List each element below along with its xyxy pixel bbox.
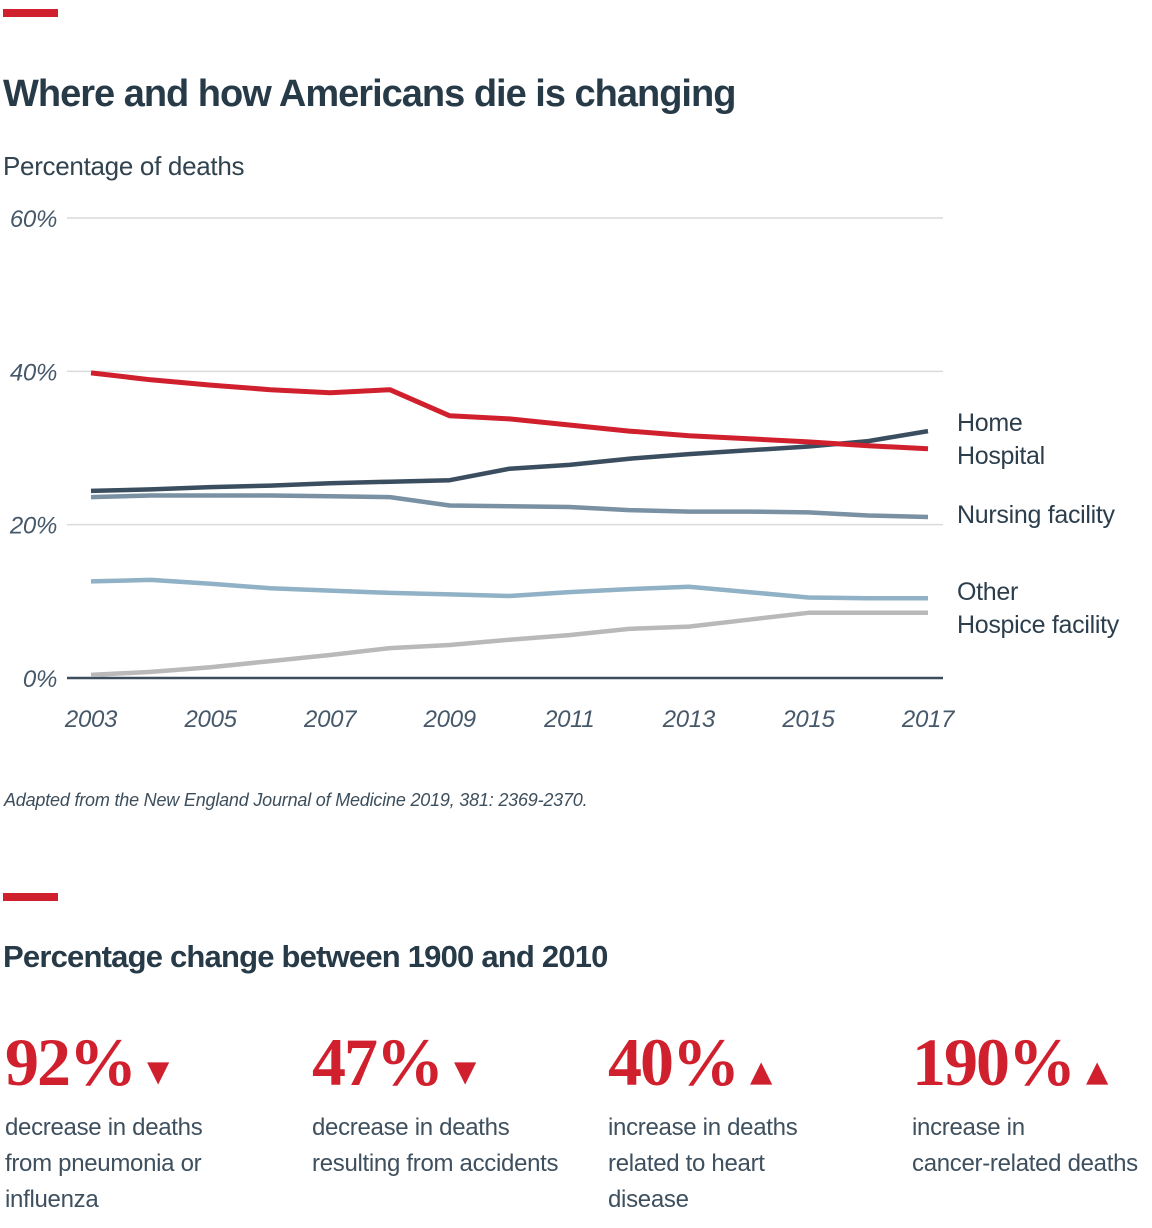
page-title: Where and how Americans die is changing <box>3 73 736 115</box>
stat-description: decrease in deaths resulting from accide… <box>312 1114 559 1177</box>
stat-cancer: 190% ▲ increase in cancer-related deaths <box>912 1028 1152 1177</box>
stat-description: increase in deaths related to heart dise… <box>608 1114 798 1213</box>
up-triangle-icon: ▲ <box>1086 1054 1109 1088</box>
accent-dash <box>3 9 58 17</box>
stat-value: 92% <box>5 1024 137 1100</box>
x-tick-label-2017: 2017 <box>901 706 956 733</box>
series-line-home <box>90 428 929 494</box>
y-tick-label-60: 60% <box>10 206 57 233</box>
legend-hospital: Hospital <box>957 442 1045 470</box>
stat-value-row: 40% ▲ <box>608 1028 893 1096</box>
stat-value-row: 190% ▲ <box>912 1028 1152 1096</box>
x-tick-label-2013: 2013 <box>662 706 716 733</box>
x-tick-label-2005: 2005 <box>183 706 237 733</box>
legend-home: Home <box>957 409 1023 437</box>
stat-heart-disease: 40% ▲ increase in deaths related to heart… <box>608 1028 893 1213</box>
y-tick-label-20: 20% <box>9 513 57 540</box>
source-note: Adapted from the New England Journal of … <box>4 790 588 810</box>
stat-accidents: 47% ▼ decrease in deaths resulting from a… <box>312 1028 597 1177</box>
series-line-hospice-facility <box>90 610 928 678</box>
stat-value: 47% <box>312 1024 444 1100</box>
line-chart: 0% 20% 40% 60% 2003 2005 2007 2009 2011 2013 2015 2… <box>9 206 956 733</box>
stat-value-row: 92% ▼ <box>5 1028 290 1096</box>
stat-value: 190% <box>912 1024 1076 1100</box>
x-tick-label-2015: 2015 <box>781 706 835 733</box>
chart-subtitle: Percentage of deaths <box>3 151 245 181</box>
legend-hospice-facility: Hospice facility <box>957 611 1119 639</box>
legend-other: Other <box>957 578 1019 606</box>
stat-description: decrease in deaths from pneumonia or inf… <box>5 1114 203 1213</box>
stat-value: 40% <box>608 1024 740 1100</box>
section-title: Percentage change between 1900 and 2010 <box>3 939 608 974</box>
stat-pneumonia-influenza: 92% ▼ decrease in deaths from pneumonia o… <box>5 1028 290 1213</box>
up-triangle-icon: ▲ <box>750 1054 773 1088</box>
x-tick-label-2007: 2007 <box>303 706 358 733</box>
series-line-hospital <box>90 370 929 452</box>
x-tick-label-2003: 2003 <box>64 706 118 733</box>
x-tick-label-2011: 2011 <box>543 706 594 733</box>
x-tick-label-2009: 2009 <box>423 706 476 733</box>
legend-nursing-facility: Nursing facility <box>957 501 1115 529</box>
accent-dash <box>3 893 58 901</box>
y-tick-label-40: 40% <box>10 359 57 386</box>
y-tick-label-0: 0% <box>23 666 57 693</box>
stat-value-row: 47% ▼ <box>312 1028 597 1096</box>
down-triangle-icon: ▼ <box>147 1054 170 1088</box>
series-line-nursing-facility <box>90 493 929 520</box>
down-triangle-icon: ▼ <box>454 1054 477 1088</box>
stat-description: increase in cancer-related deaths <box>912 1114 1138 1177</box>
series-line-other <box>90 577 928 601</box>
